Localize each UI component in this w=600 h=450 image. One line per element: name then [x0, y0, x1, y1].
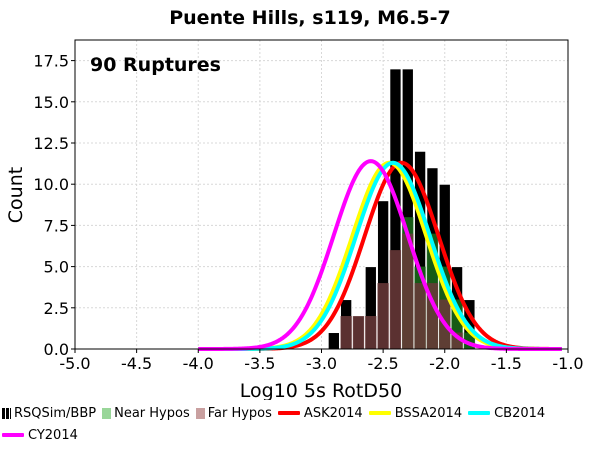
bar-far-hypos: [377, 283, 389, 349]
x-tick-label: -2.5: [368, 354, 399, 373]
y-tick-label: 5.0: [44, 258, 69, 277]
bar-far-hypos: [402, 233, 414, 349]
y-tick-label: 2.5: [44, 299, 69, 318]
x-tick-label: -1.0: [552, 354, 583, 373]
legend-item-cy2014: CY2014: [2, 426, 78, 444]
legend-swatch: [368, 411, 391, 415]
x-tick-label: -3.0: [306, 354, 337, 373]
legend-item-cb2014: CB2014: [468, 404, 545, 422]
legend-swatch: [468, 411, 491, 415]
x-tick-label: -5.0: [59, 354, 90, 373]
y-tick-label: 7.5: [44, 216, 69, 235]
legend-swatch: [195, 407, 205, 419]
bar-far-hypos: [352, 316, 365, 349]
legend-label: CB2014: [494, 405, 546, 421]
chart-title: Puente Hills, s119, M6.5-7: [169, 7, 451, 29]
legend-label: CY2014: [28, 427, 78, 443]
legend: RSQSim/BBP Near Hypos Far Hypos ASK2014 BSSA…: [2, 404, 598, 444]
legend-item-far-hypos: Far Hypos: [195, 404, 272, 422]
histogram-chart: Puente Hills, s119, M6.5-7 -5.0 -4.5 -4.0-…: [5, 7, 584, 400]
bar-far-hypos: [340, 316, 352, 349]
legend-label: Near Hypos: [114, 405, 190, 421]
x-tick-label: -4.5: [121, 354, 152, 373]
y-tick-label: 17.5: [33, 52, 69, 71]
x-axis-label: Log10 5s RotD50: [240, 380, 402, 400]
legend-item-bssa2014: BSSA2014: [368, 404, 463, 422]
x-tick-label: -3.5: [244, 354, 275, 373]
legend-item-ask2014: ASK2014: [277, 404, 363, 422]
plot-area: [74, 39, 569, 350]
legend-swatch: [102, 407, 112, 419]
legend-swatch: [277, 411, 300, 415]
y-axis: 0.0 2.5 5.0 7.5 10.0 12.5 15.0 17.5: [33, 52, 75, 359]
legend-item-near-hypos: Near Hypos: [102, 404, 190, 422]
bar-near-hypos: [463, 332, 476, 349]
legend-swatch: [2, 407, 11, 419]
x-tick-label: -4.0: [183, 354, 214, 373]
bar-far-hypos: [451, 332, 463, 349]
x-tick-label: -2.0: [429, 354, 460, 373]
y-tick-label: 0.0: [44, 340, 69, 359]
rupture-count-annotation: 90 Ruptures: [90, 54, 221, 76]
y-axis-label: Count: [5, 167, 27, 223]
bar-far-hypos: [426, 283, 439, 349]
y-tick-label: 12.5: [33, 134, 69, 153]
y-tick-label: 15.0: [33, 93, 69, 112]
bar-rsqsim-bbp: [327, 332, 340, 350]
legend-item-rsqsim-bbp: RSQSim/BBP: [2, 404, 96, 422]
bar-near-hypos: [451, 299, 463, 349]
legend-swatch: [2, 433, 24, 437]
bar-far-hypos: [414, 283, 426, 349]
legend-label: Far Hypos: [207, 405, 272, 421]
x-axis: -5.0 -4.5 -4.0 -3.5 -3.0 -2.5 -2.0 -1.5 -1.0: [59, 349, 584, 373]
bar-far-hypos: [365, 316, 377, 349]
bar-far-hypos: [389, 250, 402, 349]
x-tick-label: -1.5: [491, 354, 522, 373]
y-tick-label: 10.0: [33, 175, 69, 194]
legend-label: ASK2014: [303, 405, 363, 421]
legend-label: RSQSim/BBP: [14, 405, 97, 421]
legend-label: BSSA2014: [394, 405, 463, 421]
